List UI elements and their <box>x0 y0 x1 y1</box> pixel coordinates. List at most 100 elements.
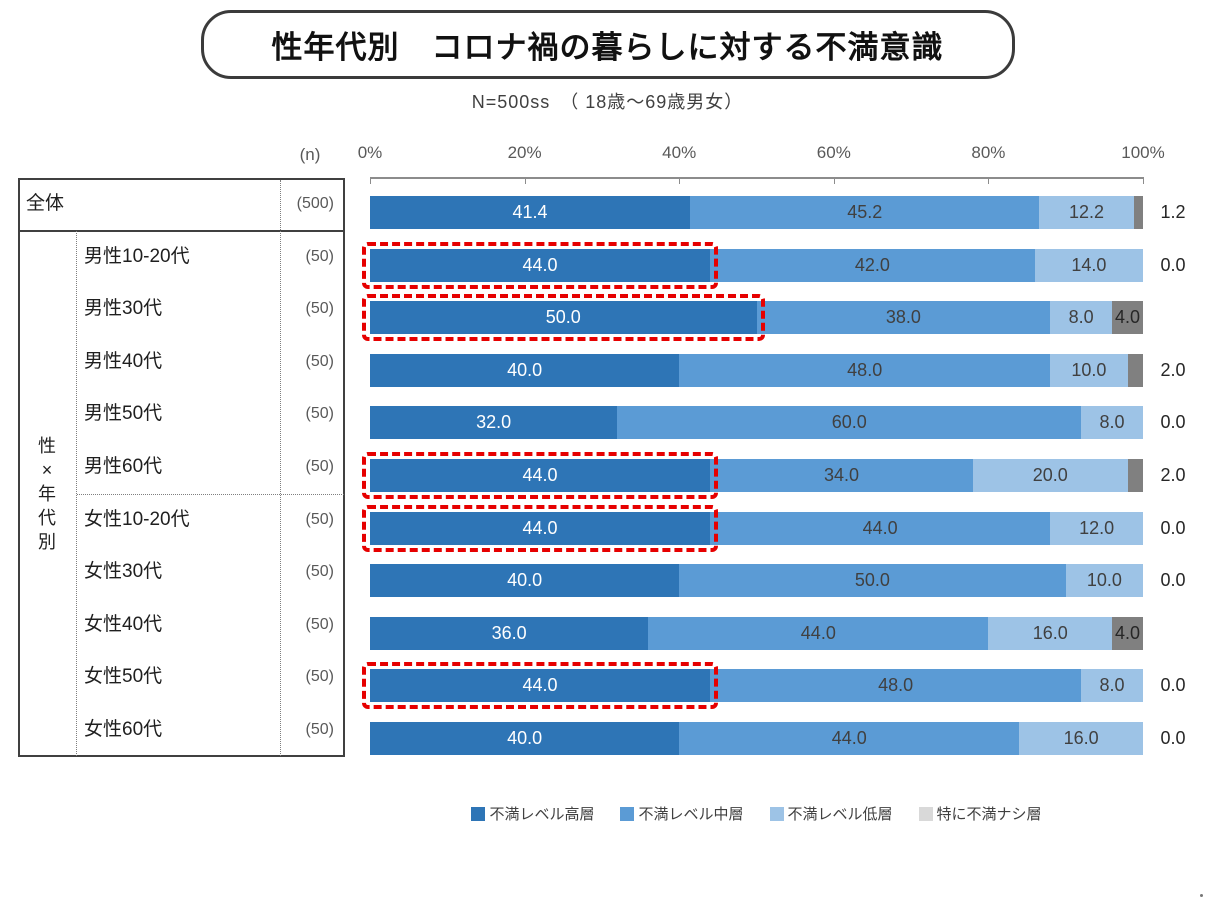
row-label: 女性10-20代 <box>84 508 190 530</box>
highlight-dashed-box <box>362 294 765 342</box>
bar-segment-none <box>1133 196 1143 229</box>
row-label: 女性30代 <box>84 561 163 583</box>
highlight-dashed-box <box>362 241 719 289</box>
row-n-value: (500) <box>296 195 334 212</box>
x-axis-tick-label: 80% <box>971 143 1006 162</box>
bar-value-label: 8.0 <box>1099 412 1125 433</box>
bar-segment-mid <box>756 301 1051 335</box>
bar-segment-high <box>370 722 680 755</box>
row-n-value: (50) <box>305 247 334 265</box>
table-dotted-divider-vertical-1 <box>76 231 77 756</box>
bar-segment-high <box>370 248 711 282</box>
bar-segment-low <box>988 616 1113 650</box>
bar-value-label: 44.0 <box>800 622 836 643</box>
legend-label: 不満レベル低層 <box>787 806 893 823</box>
legend-swatch-icon <box>471 806 486 821</box>
row-label: 全体 <box>26 193 65 214</box>
n-column-header: (n) <box>299 145 321 164</box>
bar-segment-high <box>370 564 680 598</box>
legend-item: 不満レベル高層 <box>471 803 594 824</box>
bar-segment-high <box>370 616 649 650</box>
row-n-value: (50) <box>305 352 334 370</box>
bar-segment-low <box>1050 353 1128 387</box>
bar-value-label: 34.0 <box>823 465 860 485</box>
chart-title: 性年代別 コロナ禍の暮らしに対する不満意識 <box>271 30 944 65</box>
bar-value-label-outside: 4.0 <box>1115 307 1141 328</box>
bar-value-label: 8.0 <box>1068 307 1094 328</box>
row-label: 男性30代 <box>84 298 163 320</box>
bar-segment-low <box>1081 669 1143 703</box>
bar-value-label: 44.0 <box>522 675 558 696</box>
bar-value-label-outside: 0.0 <box>1160 412 1186 433</box>
x-axis-tick-label: 0% <box>357 143 383 162</box>
bar-segment-low <box>1034 248 1143 282</box>
table-group-label: 性 × 年代別 <box>18 231 76 757</box>
x-axis-tick-label: 20% <box>507 143 542 162</box>
bar-value-label: 41.4 <box>512 202 548 222</box>
bar-value-label-outside: 0.0 <box>1160 570 1186 591</box>
legend-swatch-icon <box>620 806 635 821</box>
row-n-value: (50) <box>305 615 334 633</box>
legend-swatch-icon <box>769 806 784 821</box>
row-label: 男性60代 <box>84 456 163 477</box>
bar-value-label: 40.0 <box>507 728 543 748</box>
x-axis-tick-mark <box>988 177 990 184</box>
bar-value-label-outside: 2.0 <box>1160 465 1186 485</box>
bar-value-label: 48.0 <box>847 359 883 380</box>
table-header-divider <box>18 230 345 232</box>
bar-segment-mid <box>710 248 1035 282</box>
chart-title-box: 性年代別 コロナ禍の暮らしに対する不満意識 <box>200 10 1015 79</box>
bar-segment-none <box>1112 301 1143 335</box>
bar-segment-none <box>1127 459 1143 492</box>
bar-value-label: 44.0 <box>522 465 558 485</box>
bar-value-label-outside: 0.0 <box>1160 517 1186 538</box>
bar-value-label: 36.0 <box>491 622 527 643</box>
bar-segment-low <box>1065 564 1143 598</box>
x-axis-line <box>370 177 1143 179</box>
bar-segment-mid <box>679 353 1051 387</box>
bar-value-label-outside: 0.0 <box>1160 254 1186 275</box>
bar-value-label: 12.0 <box>1079 517 1115 538</box>
bar-segment-mid <box>648 616 989 650</box>
x-axis-tick-mark <box>524 177 526 184</box>
highlight-dashed-box <box>362 504 719 552</box>
bar-segment-none <box>1112 616 1143 650</box>
row-n-value: (50) <box>305 563 334 581</box>
row-n-value: (50) <box>305 405 334 423</box>
bar-segment-mid <box>617 406 1082 440</box>
bar-value-label-outside: 0.0 <box>1160 675 1186 696</box>
legend-item: 不満レベル中層 <box>620 803 744 824</box>
row-label: 女性60代 <box>84 719 163 740</box>
bar-value-label: 44.0 <box>522 254 558 275</box>
bar-value-label: 42.0 <box>854 254 890 275</box>
bar-segment-mid <box>679 722 1020 755</box>
legend-label: 不満レベル高層 <box>489 806 595 823</box>
bar-value-label: 40.0 <box>507 570 543 591</box>
bar-value-label: 16.0 <box>1063 728 1099 748</box>
bar-value-label: 44.0 <box>862 517 898 538</box>
bar-segment-none <box>1127 353 1143 387</box>
bar-segment-low <box>1039 196 1134 229</box>
bar-value-label: 14.0 <box>1071 254 1107 275</box>
bar-segment-high <box>370 301 757 335</box>
bar-segment-low <box>972 459 1128 492</box>
bar-value-label: 60.0 <box>831 412 867 433</box>
row-n-value: (50) <box>305 721 334 738</box>
bar-value-label: 40.0 <box>507 359 543 380</box>
row-label: 男性50代 <box>84 403 163 425</box>
legend-swatch-icon <box>918 806 933 821</box>
bar-value-label-outside: 1.2 <box>1160 202 1186 222</box>
bar-segment-mid <box>710 511 1051 545</box>
stray-dot <box>1200 894 1203 897</box>
bar-value-label-outside: 2.0 <box>1160 359 1186 380</box>
legend-item: 特に不満ナシ層 <box>918 803 1042 824</box>
bar-segment-high <box>370 353 680 387</box>
bar-value-label: 8.0 <box>1099 675 1125 696</box>
bar-value-label: 10.0 <box>1086 570 1122 591</box>
table-outer-border <box>18 178 345 757</box>
bar-value-label: 38.0 <box>885 307 921 328</box>
bar-segment-high <box>370 406 618 440</box>
chart-subtitle: N=500ss （ 18歳〜69歳男女） <box>471 92 744 112</box>
bar-value-label-outside: 4.0 <box>1115 622 1141 643</box>
